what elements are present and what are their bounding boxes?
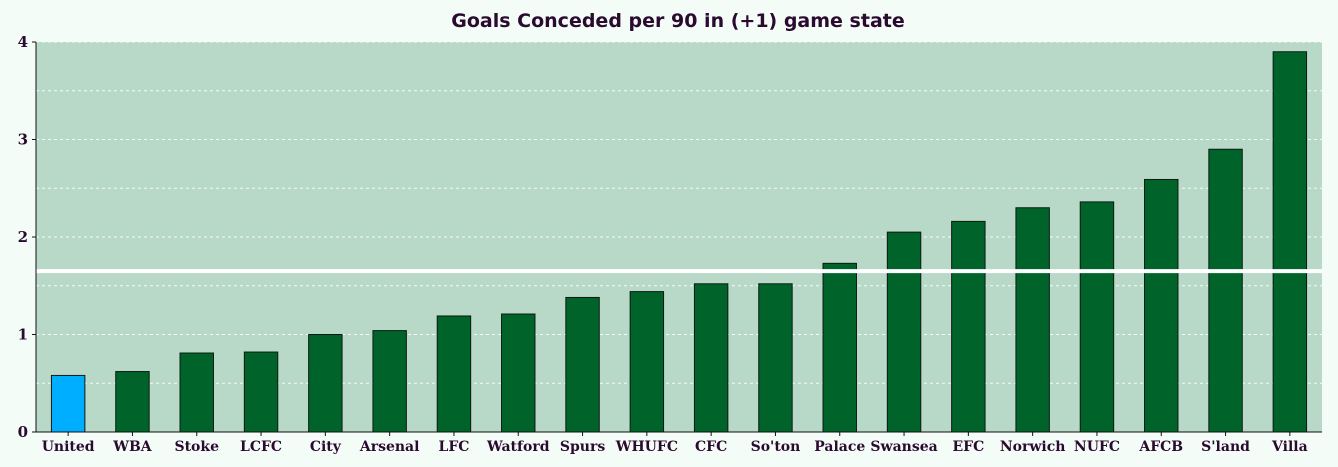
bar: [179, 352, 214, 433]
bar: [501, 313, 536, 433]
x-tick-label: City: [310, 439, 342, 455]
x-tick-label: So'ton: [751, 439, 801, 455]
y-tick-label: 4: [18, 33, 28, 51]
x-tick-label: Palace: [814, 439, 865, 455]
x-axis: United WBA Stoke LCFC City Arsenal LFC Watford S…: [36, 431, 1322, 455]
bar: [436, 315, 472, 433]
bar: [1272, 51, 1308, 433]
bar: [565, 296, 600, 433]
bar: [693, 283, 729, 433]
bar: [115, 371, 150, 433]
x-tick-label: Watford: [486, 439, 550, 455]
x-tick-label: Norwich: [1000, 439, 1066, 455]
x-tick-label: LFC: [438, 439, 469, 455]
y-tick-label: 1: [18, 326, 28, 344]
bar: [1079, 201, 1115, 433]
bar: [629, 291, 665, 433]
x-tick-label: Swansea: [870, 439, 937, 455]
bar: [822, 262, 857, 433]
x-tick-label: EFC: [952, 439, 984, 455]
bar: [951, 220, 986, 433]
x-tick-label: United: [42, 439, 95, 455]
y-tick-label: 3: [18, 131, 28, 149]
y-tick-label: 2: [18, 228, 28, 246]
bar: [886, 231, 922, 433]
bar: [243, 351, 279, 433]
bar: [50, 374, 86, 433]
x-tick-label: S'land: [1201, 439, 1250, 455]
bar: [1015, 207, 1050, 433]
x-tick-label: Arsenal: [359, 439, 420, 455]
x-tick-label: LCFC: [240, 439, 282, 455]
x-tick-label: AFCB: [1138, 439, 1183, 455]
y-tick-label: 0: [18, 423, 28, 441]
x-tick-label: WHUFC: [615, 439, 678, 455]
x-tick-label: NUFC: [1074, 439, 1120, 455]
bar: [1144, 178, 1179, 433]
y-axis: 0 1 2 3 4: [18, 33, 37, 441]
bar: [372, 330, 407, 433]
x-tick-label: Villa: [1271, 439, 1308, 455]
chart-title: Goals Conceded per 90 in (+1) game state: [451, 10, 905, 32]
x-tick-label: Stoke: [174, 439, 219, 455]
gridlines: [36, 41, 1322, 384]
bar: [308, 334, 343, 433]
bar: [758, 283, 793, 433]
x-tick-label: WBA: [112, 439, 153, 455]
bar: [1208, 148, 1243, 433]
x-tick-label: CFC: [695, 439, 727, 455]
x-tick-label: Spurs: [560, 439, 605, 455]
